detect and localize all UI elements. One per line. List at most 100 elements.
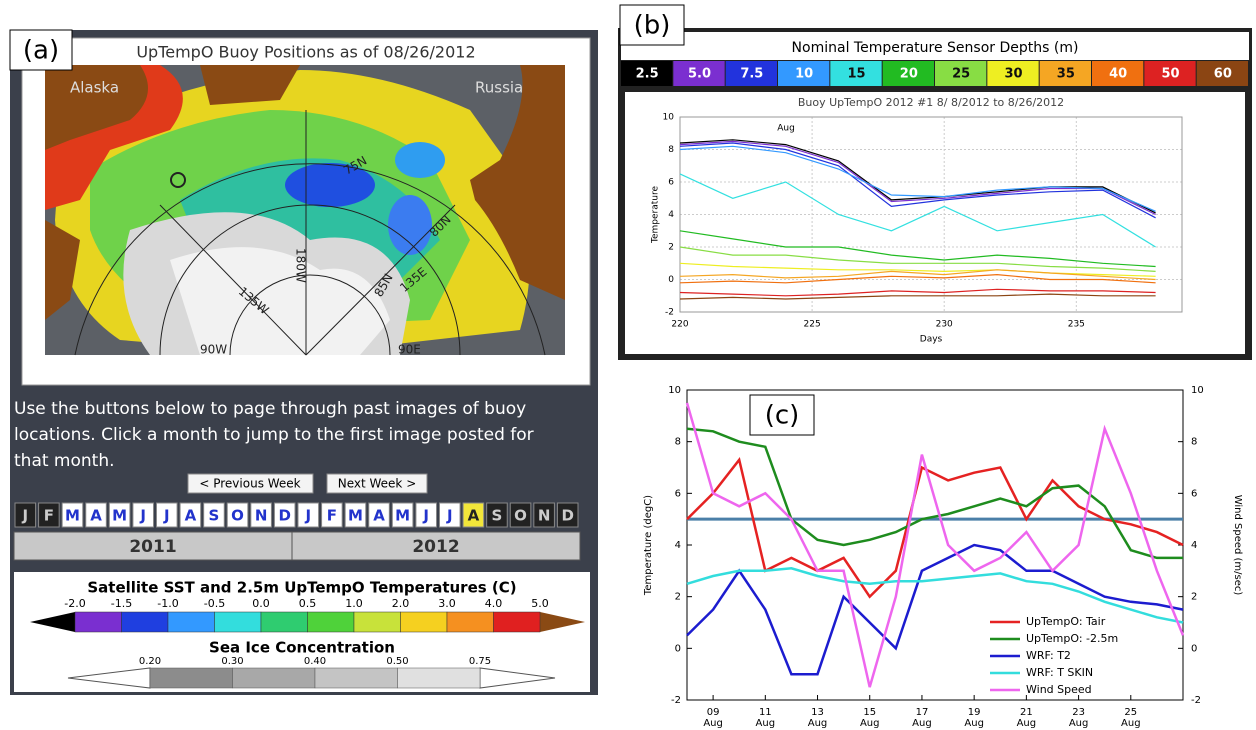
month-button[interactable]	[108, 502, 131, 528]
y2-tick-label: -2	[1191, 695, 1201, 706]
month-button[interactable]	[156, 502, 178, 528]
year-label[interactable]: 2012	[412, 537, 459, 557]
colorbar-segment	[493, 611, 541, 633]
y2-tick-label: 4	[1191, 540, 1197, 551]
series-line	[679, 140, 1156, 216]
month-label[interactable]: M	[112, 507, 127, 525]
month-label[interactable]: F	[327, 507, 337, 525]
month-button[interactable]	[321, 502, 343, 528]
button-label[interactable]: Next Week >	[338, 477, 417, 491]
month-button[interactable]	[61, 502, 84, 528]
x-tick-sublabel: Aug	[912, 718, 932, 729]
month-label[interactable]: J	[139, 507, 146, 525]
x-tick-label: 15	[863, 707, 876, 718]
legend-swatch	[673, 61, 725, 86]
series-line	[686, 456, 1184, 599]
series-line	[686, 543, 1184, 676]
legend-swatch	[621, 61, 673, 86]
month-button[interactable]	[297, 502, 320, 528]
colorbar-segment	[400, 611, 448, 633]
plot-frame	[679, 116, 1183, 313]
colorbar-segment	[397, 667, 481, 689]
button[interactable]	[326, 473, 428, 494]
month-label[interactable]: J	[163, 507, 170, 525]
colorbar-segment	[167, 611, 215, 633]
y-tick-label: 8	[668, 145, 674, 155]
month-label[interactable]: M	[395, 507, 410, 525]
month-label[interactable]: J	[304, 507, 311, 525]
month-label[interactable]: D	[278, 507, 290, 525]
month-label[interactable]: J	[446, 507, 453, 525]
y2-tick-label: 2	[1191, 592, 1197, 603]
legend-header	[621, 32, 1249, 60]
legend-label: 25	[952, 67, 970, 82]
month-label[interactable]: A	[468, 507, 480, 525]
month-button[interactable]	[462, 502, 485, 528]
colorbar-tick: 0.30	[221, 656, 243, 667]
month-button[interactable]	[368, 502, 390, 528]
series-line	[679, 139, 1156, 214]
year-tab[interactable]	[291, 531, 581, 561]
series-line	[679, 269, 1156, 281]
panel-label: (a)	[23, 36, 59, 66]
colorbar-tick: -1.0	[157, 597, 178, 610]
map-title: UpTempO Buoy Positions as of 08/26/2012	[136, 43, 475, 62]
legend-swatch	[1092, 61, 1144, 86]
colorbar-segment	[446, 611, 494, 633]
colorbar-tick: 3.0	[438, 597, 456, 610]
month-label[interactable]: O	[231, 507, 244, 525]
map-label: Russia	[475, 79, 523, 97]
month-label[interactable]: A	[373, 507, 385, 525]
button[interactable]	[187, 473, 314, 494]
month-button[interactable]	[250, 502, 272, 528]
colorbar-segment	[121, 611, 169, 633]
month-button[interactable]	[179, 502, 202, 528]
month-label[interactable]: M	[65, 507, 80, 525]
year-label[interactable]: 2011	[129, 537, 176, 557]
y-tick-label: -2	[665, 308, 674, 318]
instruction-line: locations. Click a month to jump to the …	[14, 425, 534, 445]
colorbar-segment	[149, 667, 233, 689]
month-button[interactable]	[203, 502, 225, 528]
y-tick-label: -2	[671, 695, 681, 706]
series-line	[679, 230, 1156, 268]
x-tick-label: 09	[707, 707, 720, 718]
x-tick-label: 225	[804, 320, 821, 330]
colorbar-tick: -1.5	[111, 597, 132, 610]
month-button[interactable]	[344, 502, 367, 528]
month-button	[38, 502, 60, 528]
month-button[interactable]	[391, 502, 414, 528]
year-tab[interactable]	[13, 531, 293, 561]
month-button[interactable]	[85, 502, 107, 528]
legend-label: 40	[1109, 67, 1127, 82]
month-label[interactable]: S	[209, 507, 220, 525]
month-button[interactable]	[273, 502, 296, 528]
y2-tick-label: 0	[1191, 643, 1197, 654]
month-button	[509, 502, 532, 528]
legend-label: 35	[1057, 67, 1075, 82]
month-button[interactable]	[132, 502, 155, 528]
colorbar-tick: 0.50	[386, 656, 408, 667]
month-label[interactable]: J	[422, 507, 429, 525]
x-tick-label: 13	[811, 707, 824, 718]
instruction-line: Use the buttons below to page through pa…	[14, 399, 526, 419]
legend-swatch	[1144, 61, 1196, 86]
colorbar-tick: 0.20	[139, 656, 161, 667]
colorbar-title: Sea Ice Concentration	[209, 639, 395, 657]
month-label[interactable]: N	[255, 507, 268, 525]
legend-swatch	[1196, 61, 1248, 86]
x-axis-label: Days	[920, 335, 943, 345]
month-button	[486, 502, 508, 528]
month-label[interactable]: M	[348, 507, 363, 525]
x-tick-label: 17	[916, 707, 929, 718]
month-button[interactable]	[226, 502, 249, 528]
month-button[interactable]	[439, 502, 461, 528]
legend-label: 10	[795, 67, 813, 82]
legend-label: 60	[1214, 67, 1232, 82]
button-label[interactable]: < Previous Week	[199, 477, 300, 491]
x-tick-label: 220	[671, 320, 688, 330]
month-button[interactable]	[415, 502, 437, 528]
month-label[interactable]: A	[185, 507, 197, 525]
month-label[interactable]: A	[90, 507, 102, 525]
